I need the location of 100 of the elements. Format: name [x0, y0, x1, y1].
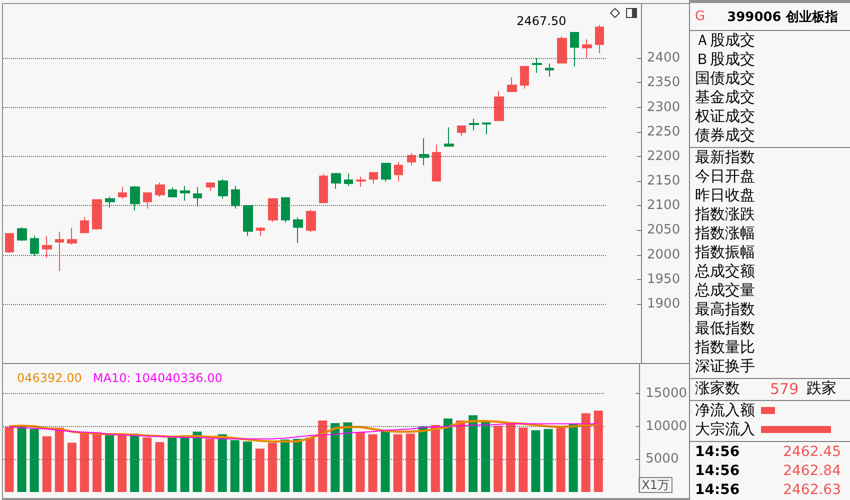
candlestick — [268, 198, 278, 222]
y-tick-label: 2200 — [647, 148, 680, 164]
candlestick — [482, 122, 491, 135]
text: 最低指数 — [695, 319, 755, 338]
bar — [42, 436, 52, 492]
text: 14:56 2462.45 — [695, 444, 841, 460]
y-tick-label: 2300 — [647, 100, 680, 115]
y-tick-label: 5000 — [646, 452, 679, 467]
text: 涨家数 579 跌家 — [695, 379, 837, 398]
bar — [443, 418, 452, 492]
bar — [494, 426, 503, 492]
y-tick-label: 2350 — [647, 75, 680, 90]
candlestick — [532, 58, 542, 74]
candlestick — [143, 192, 152, 210]
candlestick — [42, 236, 52, 258]
text: 国债成交 — [695, 69, 755, 88]
bar — [130, 434, 140, 492]
bar — [118, 434, 127, 492]
text: Ｂ股成交 — [695, 50, 755, 69]
text: Ａ股成交 — [695, 31, 755, 50]
bar — [518, 428, 528, 492]
candlestick — [130, 185, 140, 212]
bar — [54, 428, 64, 492]
bar — [356, 432, 365, 492]
bar — [306, 438, 315, 492]
bar — [456, 420, 465, 492]
bar — [268, 442, 277, 492]
candlestick — [369, 172, 378, 184]
bar — [67, 442, 76, 492]
candlestick — [407, 152, 416, 166]
text: 14:56 2462.84 — [695, 462, 841, 478]
candlestick — [381, 162, 391, 182]
candlestick — [507, 76, 517, 92]
candlestick — [243, 205, 253, 237]
bar — [168, 436, 177, 492]
candlestick — [281, 197, 290, 223]
text: 指数振幅 — [695, 243, 755, 262]
candlestick — [55, 231, 64, 272]
bar — [80, 432, 89, 492]
text: 最高指数 — [695, 300, 755, 319]
text: 046392.00 — [17, 371, 82, 385]
candlestick — [92, 199, 102, 230]
bar — [468, 415, 478, 492]
candlestick — [582, 38, 592, 59]
candlestick — [293, 216, 303, 244]
text: 债券成交 — [695, 126, 755, 145]
bar — [430, 425, 440, 492]
text: MA10: 104040336.00 — [92, 371, 222, 385]
text: 指数涨幅 — [695, 224, 755, 243]
bar — [481, 421, 490, 492]
bar — [255, 448, 264, 492]
candlestick — [394, 161, 403, 182]
bar — [230, 440, 240, 492]
bar — [4, 427, 14, 492]
bar — [105, 434, 114, 492]
candlestick — [520, 66, 529, 90]
bar — [531, 430, 540, 492]
candlestick — [570, 32, 579, 67]
y-tick-label: 10000 — [646, 418, 688, 434]
bar — [205, 438, 214, 492]
bar — [293, 438, 302, 492]
text: 总成交额 — [695, 262, 755, 281]
bar — [180, 436, 190, 492]
bar — [418, 426, 428, 492]
text: 今日开盘 — [695, 167, 755, 186]
text: 指数涨跌 — [695, 205, 755, 224]
bar — [380, 430, 390, 492]
candlestick — [457, 125, 466, 137]
candlestick — [331, 172, 341, 190]
bar — [30, 428, 39, 492]
bar — [544, 428, 553, 492]
bar — [92, 432, 102, 492]
bar — [594, 410, 603, 492]
candlestick — [432, 144, 441, 182]
bar — [155, 442, 164, 492]
y-tick-label: 2000 — [647, 247, 680, 262]
y-tick-label: 2050 — [647, 222, 680, 238]
text: 最新指数 — [695, 148, 755, 167]
bar — [242, 441, 252, 492]
y-axis-title: X1万 — [642, 478, 670, 492]
candlestick — [319, 174, 328, 204]
bar — [393, 434, 402, 492]
text: 深证换手 — [695, 357, 755, 376]
candlestick — [557, 36, 567, 64]
candlestick — [193, 186, 202, 208]
y-tick-label: 2250 — [647, 124, 680, 140]
bar — [318, 420, 328, 492]
candlestick — [231, 185, 240, 210]
candlestick — [168, 186, 177, 198]
candlestick — [306, 209, 316, 233]
y-tick-label: 2100 — [647, 198, 680, 214]
candlestick — [67, 227, 77, 245]
candlestick — [180, 185, 190, 202]
y-tick-label: 2400 — [647, 50, 680, 66]
candlestick — [5, 233, 14, 254]
candlestick — [545, 63, 554, 78]
line-series — [8, 420, 600, 443]
y-tick-label: 15000 — [646, 386, 688, 402]
candlestick — [80, 216, 89, 234]
bar — [17, 425, 26, 492]
